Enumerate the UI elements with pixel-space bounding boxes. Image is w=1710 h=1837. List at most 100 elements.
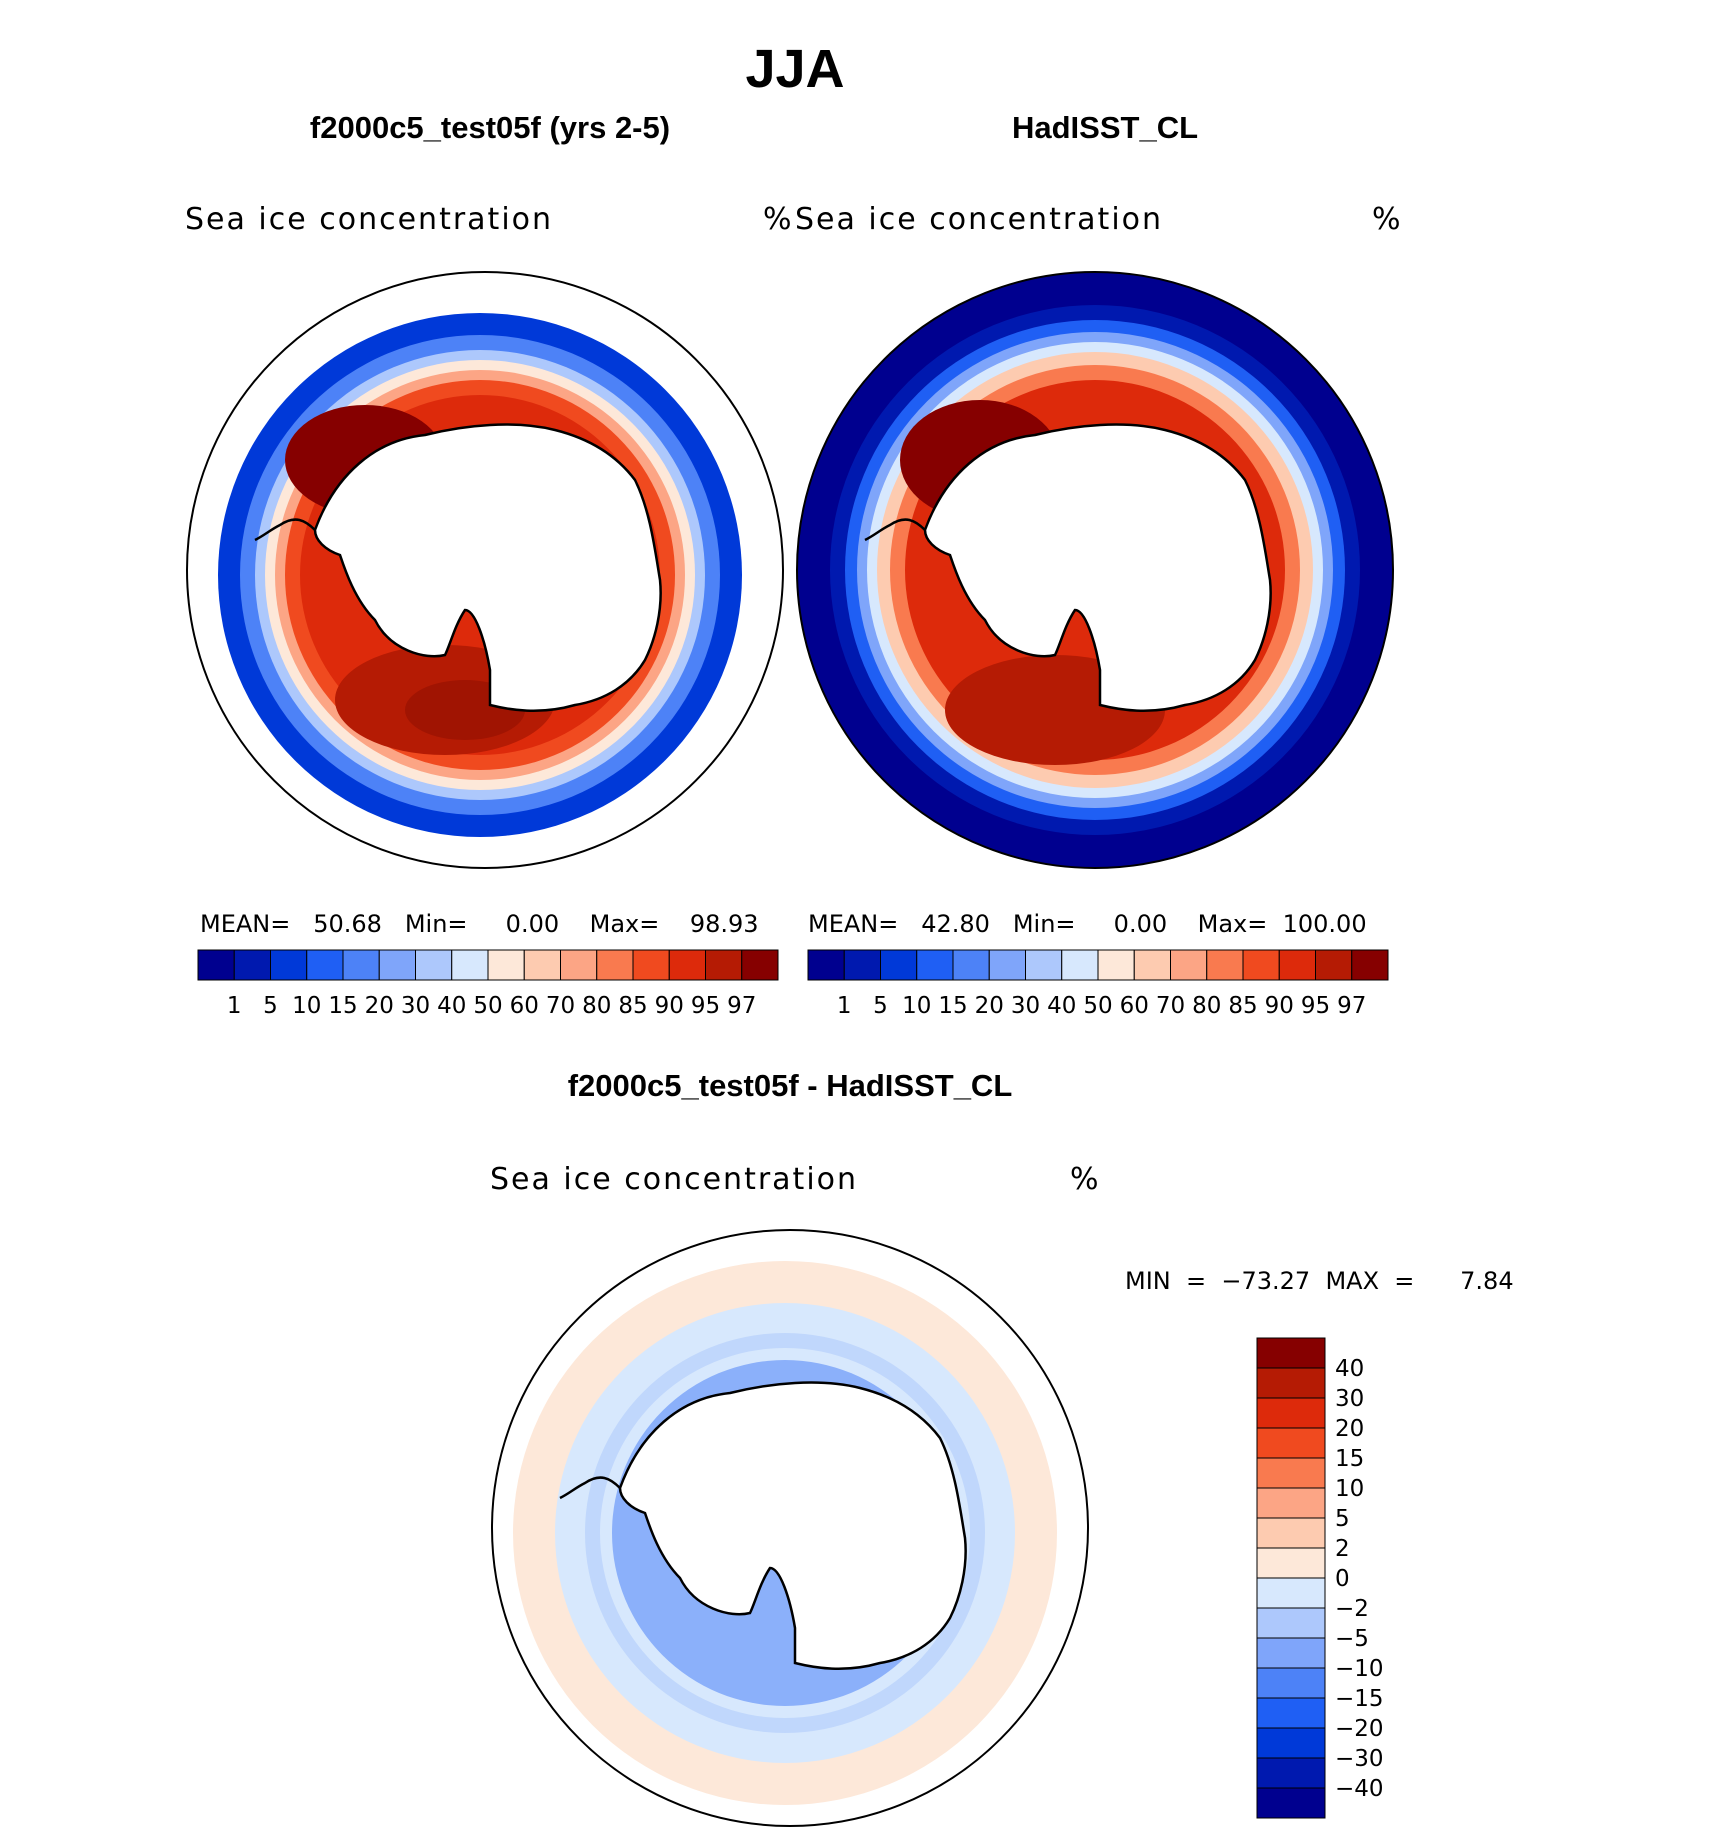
- colorbar-model-tick-label: 1: [227, 993, 242, 1019]
- colorbar-model-tick-label: 20: [365, 993, 394, 1019]
- colorbar-model-swatch: [632, 949, 670, 981]
- colorbar-model-swatch: [378, 949, 416, 981]
- colorbar-model-tick-label: 10: [292, 993, 321, 1019]
- colorbar-diff-tick-label: 0: [1335, 1566, 1350, 1592]
- map-boundary: [186, 271, 784, 869]
- colorbar-model-swatch: [306, 949, 344, 981]
- colorbar-model-tick-label: 85: [618, 993, 647, 1019]
- colorbar-obs-swatch: [1351, 949, 1389, 981]
- colorbar-diff-swatch: [1256, 1757, 1326, 1789]
- colorbar-obs-swatch: [1097, 949, 1135, 981]
- map-model: [186, 271, 784, 869]
- colorbar-model-tick-label: 97: [727, 993, 756, 1019]
- colorbar-model-tick-label: 15: [328, 993, 357, 1019]
- colorbar-diff-tick-label: −40: [1335, 1776, 1384, 1802]
- units-label-obs: %: [1372, 202, 1401, 237]
- colorbar-obs-tick-label: 80: [1192, 993, 1221, 1019]
- colorbar-obs-swatch: [807, 949, 845, 981]
- colorbar-obs-tick-label: 20: [975, 993, 1004, 1019]
- colorbar-obs-tick-label: 70: [1156, 993, 1185, 1019]
- colorbar-obs-swatch: [1242, 949, 1280, 981]
- map-diff: [491, 1229, 1089, 1827]
- colorbar-diff-swatch: [1256, 1397, 1326, 1429]
- colorbar-diff-swatch: [1256, 1367, 1326, 1399]
- colorbar-diff-swatch: [1256, 1727, 1326, 1759]
- colorbar-model-swatch: [741, 949, 779, 981]
- colorbar-diff-tick-label: 40: [1335, 1356, 1364, 1382]
- colorbar-obs-tick-label: 15: [938, 993, 967, 1019]
- colorbar-obs-tick-label: 1: [837, 993, 852, 1019]
- colorbar-obs-swatch: [1025, 949, 1063, 981]
- variable-label-diff: Sea ice concentration: [490, 1162, 859, 1197]
- colorbar-diff-swatch: [1256, 1427, 1326, 1459]
- stats-model: MEAN= 50.68 Min= 0.00 Max= 98.93: [200, 910, 759, 938]
- colorbar-model-tick-label: 95: [691, 993, 720, 1019]
- colorbar-model-tick-label: 5: [263, 993, 278, 1019]
- colorbar-diff-tick-label: 20: [1335, 1416, 1364, 1442]
- colorbar-model-tick-label: 80: [582, 993, 611, 1019]
- figure-title: JJA: [745, 39, 845, 99]
- colorbar-model-swatch: [487, 949, 525, 981]
- colorbar-obs-swatch: [1133, 949, 1171, 981]
- stats-diff: MIN = −73.27 MAX = 7.84: [1125, 1267, 1514, 1295]
- colorbar-model-swatch: [415, 949, 453, 981]
- colorbar-diff-swatch: [1256, 1457, 1326, 1489]
- colorbar-diff-tick-label: −10: [1335, 1656, 1384, 1682]
- colorbar-diff-swatch: [1256, 1547, 1326, 1579]
- colorbar-model-swatch: [197, 949, 235, 981]
- colorbar-model-swatch: [668, 949, 706, 981]
- colorbar-model-swatch: [523, 949, 561, 981]
- colorbar-obs-tick-label: 85: [1228, 993, 1257, 1019]
- colorbar-obs-tick-label: 90: [1265, 993, 1294, 1019]
- colorbar-obs-swatch: [1278, 949, 1316, 981]
- colorbar-obs-tick-label: 30: [1011, 993, 1040, 1019]
- colorbar-model: 1 5 10 15 20 30 40 50 60 70 80 85 90 95 97: [197, 949, 779, 1019]
- colorbar-diff-tick-label: 30: [1335, 1386, 1364, 1412]
- panel-title-model: f2000c5_test05f (yrs 2-5): [309, 110, 671, 145]
- variable-label-model: Sea ice concentration: [185, 202, 554, 237]
- colorbar-model-swatch: [596, 949, 634, 981]
- map-boundary: [491, 1229, 1089, 1827]
- colorbar-obs-tick-label: 97: [1337, 993, 1366, 1019]
- colorbar-obs-swatch: [1206, 949, 1244, 981]
- colorbar-model-tick-label: 70: [546, 993, 575, 1019]
- colorbar-model-swatch: [342, 949, 380, 981]
- units-label-diff: %: [1070, 1162, 1099, 1197]
- colorbar-obs-swatch: [1170, 949, 1208, 981]
- colorbar-obs-swatch: [952, 949, 990, 981]
- colorbar-diff-tick-label: −15: [1335, 1686, 1384, 1712]
- colorbar-diff-swatch: [1256, 1337, 1326, 1369]
- variable-label-obs: Sea ice concentration: [795, 202, 1164, 237]
- map-boundary: [796, 271, 1394, 869]
- colorbar-model-swatch: [451, 949, 489, 981]
- colorbar-diff-swatch: [1256, 1787, 1326, 1819]
- colorbar-diff-tick-label: 5: [1335, 1506, 1350, 1532]
- colorbar-diff-tick-label: −2: [1335, 1596, 1369, 1622]
- colorbar-model-tick-label: 30: [401, 993, 430, 1019]
- colorbar-diff-swatch: [1256, 1697, 1326, 1729]
- colorbar-obs-swatch: [1315, 949, 1353, 981]
- colorbar-obs-swatch: [988, 949, 1026, 981]
- colorbar-diff-swatch: [1256, 1637, 1326, 1669]
- map-obs: [796, 271, 1394, 869]
- colorbar-obs: 1 5 10 15 20 30 40 50 60 70 80 85 90 95 97: [807, 949, 1389, 1019]
- colorbar-diff-swatch: [1256, 1667, 1326, 1699]
- units-label-model: %: [763, 202, 792, 237]
- colorbar-diff-swatch: [1256, 1517, 1326, 1549]
- colorbar-diff-tick-label: 15: [1335, 1446, 1364, 1472]
- colorbar-obs-swatch: [843, 949, 881, 981]
- colorbar-obs-tick-label: 95: [1301, 993, 1330, 1019]
- colorbar-obs-tick-label: 50: [1083, 993, 1112, 1019]
- colorbar-model-tick-label: 90: [655, 993, 684, 1019]
- colorbar-diff-tick-label: −30: [1335, 1746, 1384, 1772]
- colorbar-diff-tick-label: −20: [1335, 1716, 1384, 1742]
- colorbar-obs-swatch: [1061, 949, 1099, 981]
- colorbar-obs-tick-label: 10: [902, 993, 931, 1019]
- panel-title-obs: HadISST_CL: [1011, 110, 1199, 145]
- colorbar-obs-swatch: [916, 949, 954, 981]
- colorbar-diff-tick-label: 2: [1335, 1536, 1350, 1562]
- colorbar-diff-swatch: [1256, 1607, 1326, 1639]
- colorbar-model-swatch: [560, 949, 598, 981]
- colorbar-diff-swatch: [1256, 1577, 1326, 1609]
